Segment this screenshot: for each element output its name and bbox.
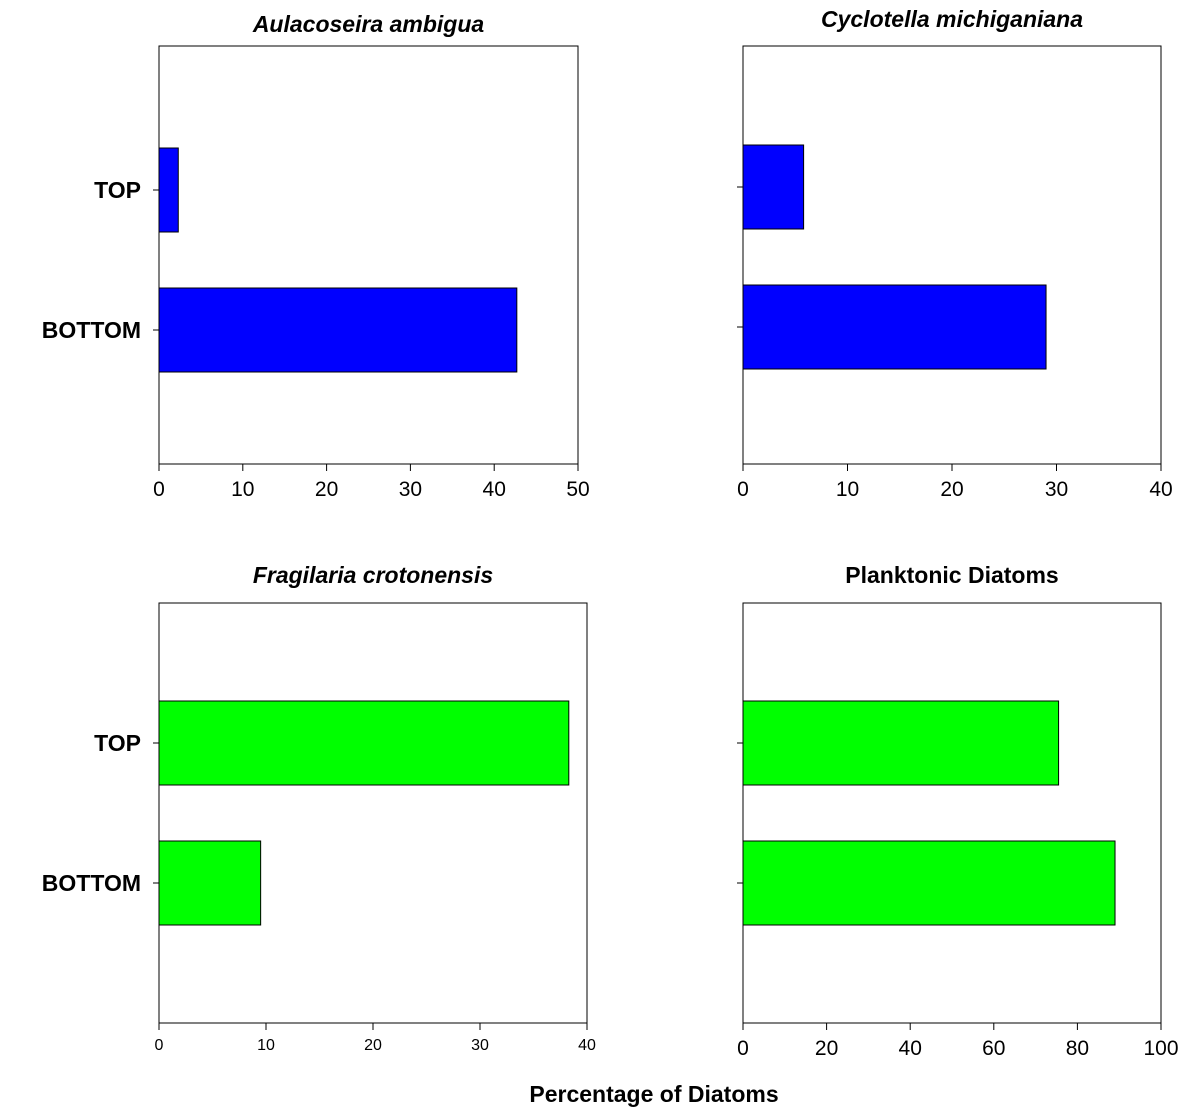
x-tick-label: 0 bbox=[737, 1037, 749, 1060]
x-tick-label: 60 bbox=[982, 1037, 1005, 1060]
x-tick-label: 0 bbox=[153, 478, 165, 501]
bar-bottom bbox=[158, 840, 262, 926]
x-tick-label: 0 bbox=[737, 478, 749, 501]
chart-panel-1: Aulacoseira ambigua TOP BOTTOM 0 10 20 30 40 50 bbox=[42, 11, 590, 501]
plot-frame bbox=[158, 602, 588, 1024]
bar-bottom bbox=[742, 284, 1047, 370]
shared-x-axis-label: Percentage of Diatoms bbox=[529, 1081, 778, 1107]
category-label-top: TOP bbox=[94, 730, 141, 756]
x-tick-label: 40 bbox=[483, 478, 506, 501]
x-tick-label: 10 bbox=[836, 478, 859, 501]
bar-top bbox=[158, 147, 179, 233]
x-tick-label: 100 bbox=[1143, 1037, 1178, 1060]
bar-top bbox=[742, 700, 1060, 786]
chart-title: Aulacoseira ambigua bbox=[252, 11, 485, 37]
chart-panel-4: Planktonic Diatoms 0 20 40 60 80 100 bbox=[737, 562, 1179, 1060]
x-tick-label: 80 bbox=[1066, 1037, 1089, 1060]
category-label-bottom: BOTTOM bbox=[42, 317, 141, 343]
chart-panels: Aulacoseira ambigua TOP BOTTOM 0 10 20 30 40 50 C… bbox=[42, 6, 1179, 1060]
chart-title: Cyclotella michiganiana bbox=[821, 6, 1083, 32]
x-tick-label: 40 bbox=[578, 1037, 596, 1054]
x-tick-label: 20 bbox=[364, 1037, 382, 1054]
x-tick-label: 10 bbox=[257, 1037, 275, 1054]
chart-title: Fragilaria crotonensis bbox=[253, 562, 493, 588]
x-tick-label: 40 bbox=[899, 1037, 922, 1060]
x-tick-label: 20 bbox=[815, 1037, 838, 1060]
x-tick-label: 40 bbox=[1149, 478, 1172, 501]
x-tick-label: 20 bbox=[315, 478, 338, 501]
bar-bottom bbox=[158, 287, 518, 373]
bar-bottom bbox=[742, 840, 1116, 926]
chart-title: Planktonic Diatoms bbox=[845, 562, 1058, 588]
x-tick-label: 30 bbox=[471, 1037, 489, 1054]
chart-panel-3: Fragilaria crotonensis TOP BOTTOM 0 10 20 30 40 bbox=[42, 562, 596, 1054]
chart-panel-2: Cyclotella michiganiana 0 10 20 30 40 bbox=[737, 6, 1173, 501]
x-tick-label: 20 bbox=[940, 478, 963, 501]
category-label-top: TOP bbox=[94, 177, 141, 203]
x-tick-label: 30 bbox=[399, 478, 422, 501]
plot-frame bbox=[158, 45, 579, 465]
plot-frame bbox=[742, 45, 1162, 465]
bar-top bbox=[158, 700, 570, 786]
x-tick-label: 30 bbox=[1045, 478, 1068, 501]
x-tick-label: 50 bbox=[566, 478, 589, 501]
category-label-bottom: BOTTOM bbox=[42, 870, 141, 896]
bar-top bbox=[742, 144, 805, 230]
x-tick-label: 0 bbox=[155, 1037, 164, 1054]
plot-frame bbox=[742, 602, 1162, 1024]
x-tick-label: 10 bbox=[231, 478, 254, 501]
